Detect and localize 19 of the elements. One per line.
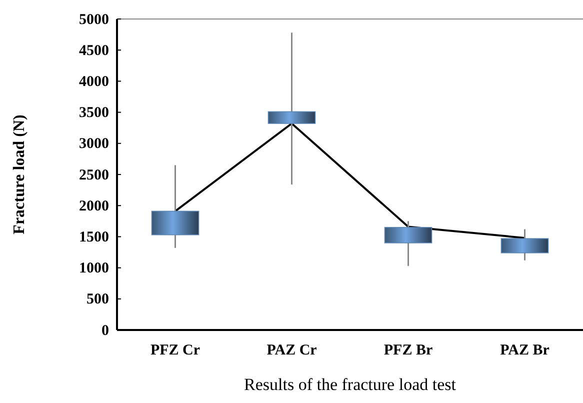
y-tick-label: 0 [102,322,109,339]
y-tick-label: 500 [86,292,109,308]
x-axis-title: Results of the fracture load test [244,375,456,394]
x-tick-label: PFZ Br [384,342,433,359]
y-tick-label: 5000 [79,12,109,28]
candlestick [268,32,316,186]
y-tick-label: 4000 [79,74,109,90]
y-tick-label: 2500 [79,167,109,184]
x-tick-label: PFZ Cr [150,342,200,359]
y-tick-label: 4500 [79,42,109,59]
y-tick-label: 1500 [79,230,109,246]
x-tick-label: PAZ Cr [266,342,318,359]
y-tick-label: 1000 [79,260,109,277]
x-tick-label: PAZ Br [500,342,550,359]
y-tick-label: 2000 [79,198,109,214]
y-axis-title: Fracture load (N) [11,114,28,234]
line-series [174,122,526,239]
y-tick-label: 3500 [79,105,109,122]
y-tick-label: 3000 [79,136,109,152]
